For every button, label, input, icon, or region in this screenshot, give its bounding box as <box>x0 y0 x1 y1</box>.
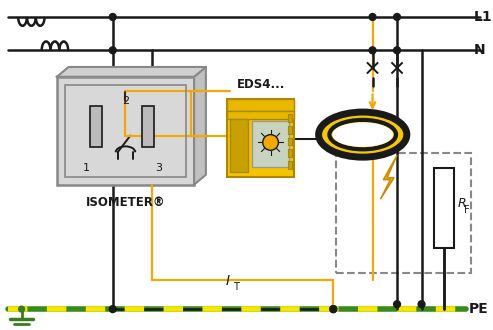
Bar <box>90 106 102 148</box>
Bar <box>434 168 454 248</box>
Text: F: F <box>464 205 469 215</box>
Text: ISOMETER®: ISOMETER® <box>86 196 165 209</box>
Bar <box>288 126 292 134</box>
Text: 1: 1 <box>83 163 90 173</box>
Polygon shape <box>194 67 206 184</box>
Ellipse shape <box>332 122 393 147</box>
Circle shape <box>109 14 116 20</box>
Polygon shape <box>57 67 206 77</box>
Text: I: I <box>225 274 230 287</box>
Ellipse shape <box>318 112 407 157</box>
Bar <box>288 161 292 169</box>
Circle shape <box>109 306 116 313</box>
Circle shape <box>393 301 400 308</box>
Circle shape <box>418 301 425 308</box>
Circle shape <box>330 306 337 313</box>
Circle shape <box>109 47 116 54</box>
Bar <box>57 77 194 184</box>
Bar <box>227 99 294 177</box>
Circle shape <box>369 47 376 54</box>
Bar <box>227 99 294 111</box>
Bar <box>288 114 292 122</box>
Bar <box>65 84 186 177</box>
Circle shape <box>393 47 400 54</box>
Bar <box>288 138 292 146</box>
Circle shape <box>330 306 337 313</box>
Bar <box>288 149 292 157</box>
Bar <box>142 106 154 148</box>
Bar <box>227 111 294 119</box>
Text: 3: 3 <box>155 163 162 173</box>
Text: N: N <box>473 43 485 57</box>
Text: L1: L1 <box>473 10 492 24</box>
Bar <box>336 153 470 273</box>
Text: EDS4...: EDS4... <box>237 79 285 91</box>
Text: PE: PE <box>469 302 489 316</box>
Bar <box>230 119 248 172</box>
Circle shape <box>393 14 400 20</box>
Text: T: T <box>233 282 239 292</box>
Circle shape <box>19 306 25 312</box>
Text: 2: 2 <box>122 96 129 106</box>
Circle shape <box>263 135 279 150</box>
Ellipse shape <box>329 120 396 149</box>
Bar <box>252 121 289 167</box>
Circle shape <box>369 14 376 20</box>
Text: R: R <box>458 197 466 210</box>
Polygon shape <box>381 155 397 199</box>
